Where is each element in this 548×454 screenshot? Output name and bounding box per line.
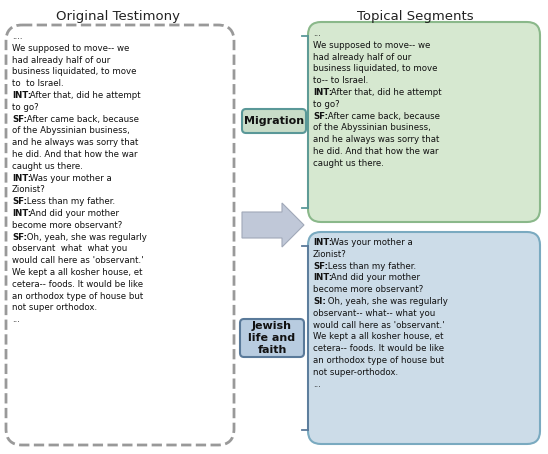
FancyBboxPatch shape: [6, 25, 234, 445]
FancyBboxPatch shape: [240, 319, 304, 357]
Text: Less than my father.: Less than my father.: [324, 262, 415, 271]
Text: Less than my father.: Less than my father.: [24, 197, 115, 206]
Text: Zionist?: Zionist?: [313, 250, 347, 259]
Text: he did. And that how the war: he did. And that how the war: [12, 150, 138, 159]
Text: of the Abyssinian business,: of the Abyssinian business,: [12, 126, 130, 135]
Text: Oh, yeah, she was regularly: Oh, yeah, she was regularly: [324, 297, 447, 306]
Text: not super-orthodox.: not super-orthodox.: [313, 368, 398, 377]
Text: ...: ...: [313, 380, 321, 389]
Text: Migration: Migration: [244, 116, 304, 126]
Text: INT:: INT:: [313, 273, 332, 282]
FancyBboxPatch shape: [308, 232, 540, 444]
Text: We supposed to move-- we: We supposed to move-- we: [12, 44, 129, 53]
Text: After that, did he attempt: After that, did he attempt: [328, 88, 442, 97]
Text: SI:: SI:: [313, 297, 326, 306]
Text: INT:: INT:: [313, 238, 332, 247]
Text: INT:: INT:: [12, 91, 31, 100]
Text: After that, did he attempt: After that, did he attempt: [27, 91, 141, 100]
Text: become more observant?: become more observant?: [313, 285, 423, 294]
Text: Topical Segments: Topical Segments: [357, 10, 473, 23]
Text: caught us there.: caught us there.: [313, 159, 384, 168]
Text: would call here as 'observant.': would call here as 'observant.': [12, 256, 144, 265]
Text: become more observant?: become more observant?: [12, 221, 122, 230]
Text: SF:: SF:: [12, 114, 27, 123]
Text: SF:: SF:: [313, 112, 328, 121]
FancyBboxPatch shape: [308, 22, 540, 222]
Text: to go?: to go?: [313, 100, 340, 109]
Text: to go?: to go?: [12, 103, 38, 112]
Text: cetera-- foods. It would be like: cetera-- foods. It would be like: [313, 344, 444, 353]
Text: to-- to Israel.: to-- to Israel.: [313, 76, 368, 85]
Text: ....: ....: [12, 32, 22, 41]
Text: and he always was sorry that: and he always was sorry that: [12, 138, 139, 147]
Text: would call here as 'observant.': would call here as 'observant.': [313, 321, 444, 330]
Text: business liquidated, to move: business liquidated, to move: [12, 67, 136, 76]
Text: INT:: INT:: [12, 209, 31, 218]
Text: Original Testimony: Original Testimony: [56, 10, 180, 23]
Text: caught us there.: caught us there.: [12, 162, 83, 171]
Text: he did. And that how the war: he did. And that how the war: [313, 147, 438, 156]
Text: SF:: SF:: [313, 262, 328, 271]
Text: observant-- what-- what you: observant-- what-- what you: [313, 309, 435, 318]
Text: observant  what  what you: observant what what you: [12, 244, 127, 253]
Text: We supposed to move-- we: We supposed to move-- we: [313, 41, 430, 50]
Text: SF:: SF:: [12, 232, 27, 242]
Text: INT:: INT:: [313, 88, 332, 97]
Text: Was your mother a: Was your mother a: [27, 173, 112, 183]
Text: And did your mother: And did your mother: [328, 273, 420, 282]
FancyBboxPatch shape: [242, 109, 306, 133]
Text: an orthodox type of house but: an orthodox type of house but: [12, 291, 143, 301]
Text: had already half of our: had already half of our: [313, 53, 411, 62]
Text: Oh, yeah, she was regularly: Oh, yeah, she was regularly: [24, 232, 146, 242]
Text: After came back, because: After came back, because: [24, 114, 139, 123]
Text: ...: ...: [313, 29, 321, 38]
Text: to  to Israel.: to to Israel.: [12, 79, 64, 88]
Text: ...: ...: [12, 315, 20, 324]
Text: Jewish
life and
faith: Jewish life and faith: [248, 321, 295, 355]
Text: After came back, because: After came back, because: [324, 112, 439, 121]
Text: We kept a all kosher house, et: We kept a all kosher house, et: [313, 332, 443, 341]
Text: cetera-- foods. It would be like: cetera-- foods. It would be like: [12, 280, 143, 289]
Polygon shape: [242, 203, 304, 247]
Text: of the Abyssinian business,: of the Abyssinian business,: [313, 123, 431, 133]
Text: We kept a all kosher house, et: We kept a all kosher house, et: [12, 268, 142, 277]
Text: and he always was sorry that: and he always was sorry that: [313, 135, 439, 144]
Text: not super orthodox.: not super orthodox.: [12, 303, 97, 312]
Text: INT:: INT:: [12, 173, 31, 183]
Text: had already half of our: had already half of our: [12, 55, 110, 64]
Text: business liquidated, to move: business liquidated, to move: [313, 64, 437, 74]
Text: Zionist?: Zionist?: [12, 185, 45, 194]
Text: SF:: SF:: [12, 197, 27, 206]
Text: And did your mother: And did your mother: [27, 209, 119, 218]
Text: Was your mother a: Was your mother a: [328, 238, 413, 247]
Text: an orthodox type of house but: an orthodox type of house but: [313, 356, 444, 365]
